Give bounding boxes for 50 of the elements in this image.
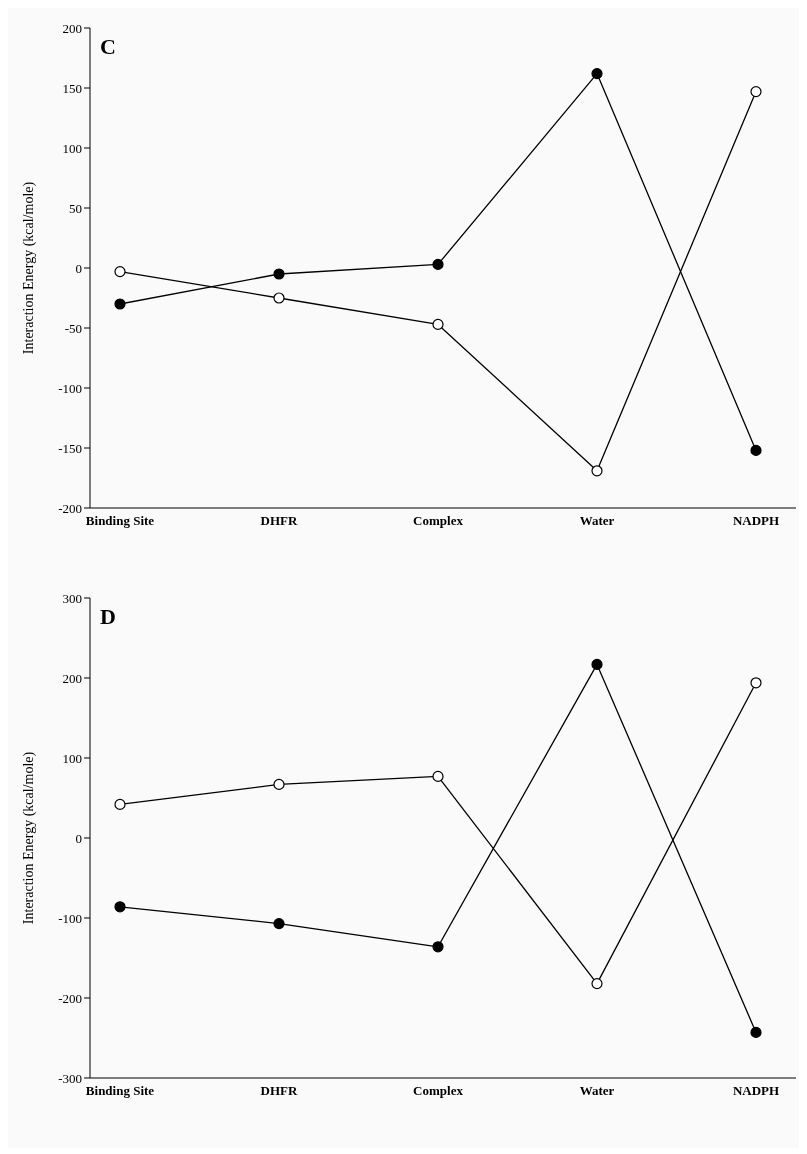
point — [750, 444, 762, 456]
y-tick-label: -200 — [58, 990, 82, 1006]
y-tick-label: -100 — [58, 910, 82, 926]
y-tick-label: 150 — [62, 80, 82, 96]
chart-title: D — [100, 604, 116, 630]
point — [750, 677, 762, 689]
y-tick-label: -300 — [58, 1070, 82, 1086]
x-tick-label: Water — [579, 1083, 615, 1099]
y-tick-label: -100 — [58, 380, 82, 396]
y-tick-label: 100 — [62, 140, 82, 156]
x-tick-label: DHFR — [260, 1083, 299, 1099]
point — [591, 978, 603, 990]
x-tick-label: Complex — [413, 513, 464, 529]
point — [591, 465, 603, 477]
point — [432, 258, 444, 270]
x-tick-label: Complex — [413, 1083, 464, 1099]
y-tick-label: 0 — [75, 260, 82, 276]
point — [273, 292, 285, 304]
point — [432, 941, 444, 953]
x-tick-label: Binding Site — [85, 513, 155, 529]
y-tick-label: 50 — [69, 200, 82, 216]
y-axis-title: Interaction Energy (kcal/mole) — [20, 751, 37, 925]
y-axis-title: Interaction Energy (kcal/mole) — [20, 181, 37, 355]
y-tick-label: -150 — [58, 440, 82, 456]
point — [273, 918, 285, 930]
point — [273, 268, 285, 280]
point — [114, 798, 126, 810]
y-tick-label: -50 — [64, 320, 82, 336]
point — [114, 266, 126, 278]
point — [114, 901, 126, 913]
point — [273, 778, 285, 790]
chart-title: C — [100, 34, 116, 60]
y-tick-label: -200 — [58, 500, 82, 516]
x-tick-label: Water — [579, 513, 615, 529]
y-tick-label: 0 — [75, 830, 82, 846]
point — [432, 318, 444, 330]
x-tick-label: DHFR — [260, 513, 299, 529]
y-tick-label: 200 — [62, 670, 82, 686]
y-tick-label: 200 — [62, 20, 82, 36]
x-tick-label: Binding Site — [85, 1083, 155, 1099]
point — [591, 658, 603, 670]
point — [114, 298, 126, 310]
point — [750, 86, 762, 98]
point — [432, 770, 444, 782]
x-tick-label: NADPH — [732, 513, 780, 529]
y-tick-label: 100 — [62, 750, 82, 766]
y-tick-label: 300 — [62, 590, 82, 606]
point — [591, 68, 603, 80]
point — [750, 1026, 762, 1038]
x-tick-label: NADPH — [732, 1083, 780, 1099]
